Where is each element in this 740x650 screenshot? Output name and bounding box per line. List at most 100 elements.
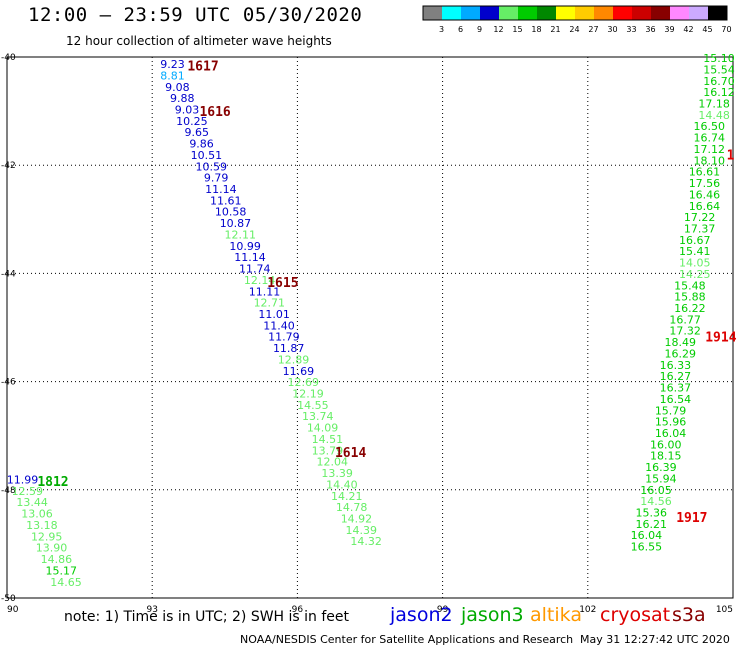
swh-data-label: 12.04 — [316, 456, 348, 469]
swh-data-label: 12.19 — [292, 388, 324, 401]
swh-data-label: 12.11 — [225, 228, 257, 241]
swh-data-label: 11.14 — [205, 183, 237, 196]
colorbar-label: 70 — [721, 25, 731, 34]
footer-note: note: 1) Time is in UTC; 2) SWH is in fe… — [64, 609, 350, 625]
y-tick-label: -48 — [1, 486, 16, 496]
swh-data-label: 13.74 — [302, 410, 334, 423]
swh-data-label: 17.56 — [689, 177, 721, 190]
swh-data-label: 14.32 — [350, 535, 382, 548]
colorbar-swatch — [632, 6, 651, 20]
colorbar-label: 24 — [569, 25, 579, 34]
colorbar-label: 15 — [512, 25, 522, 34]
swh-data-label: 15.96 — [655, 416, 687, 429]
colorbar-label: 12 — [493, 25, 503, 34]
colorbar-label: 9 — [477, 25, 482, 34]
x-tick-label: 99 — [437, 605, 449, 615]
swh-data-label: 11.79 — [268, 331, 300, 344]
swh-data-label: 9.88 — [170, 92, 195, 105]
swh-data-label: 12.69 — [287, 376, 319, 389]
swh-data-label: 10.58 — [215, 206, 247, 219]
y-tick-labels: -40 -42 -44 -46 -48 -50 — [1, 53, 16, 604]
swh-data-label: 14.25 — [679, 268, 711, 281]
swh-data-label: 15.88 — [674, 291, 706, 304]
swh-data-label: 16.39 — [645, 461, 677, 474]
swh-data-label: 14.51 — [312, 433, 344, 446]
colorbar-swatch — [442, 6, 461, 20]
colorbar-label: 18 — [531, 25, 541, 34]
x-tick-label: 105 — [716, 605, 733, 615]
colorbar-swatch — [594, 6, 613, 20]
swh-data-label: 16.77 — [669, 313, 701, 326]
swh-data-label: 18.49 — [664, 336, 696, 349]
swh-data-label: 11.14 — [234, 251, 266, 264]
y-tick-label: -40 — [1, 53, 16, 63]
x-tick-label: 102 — [579, 605, 596, 615]
swh-data-label: 16.27 — [660, 370, 692, 383]
legend-altika: altika — [530, 604, 582, 626]
swh-data-label: 16.55 — [631, 541, 663, 554]
swh-data-label: 14.48 — [698, 109, 730, 122]
swh-data-label: 14.09 — [307, 422, 339, 435]
pass-time-label: 1617 — [187, 60, 218, 75]
swh-data-label: 11.87 — [273, 342, 305, 355]
legend-s3a: s3a — [672, 604, 706, 626]
colorbar-label: 42 — [683, 25, 693, 34]
swh-data-label: 14.65 — [50, 576, 82, 589]
swh-data-label: 12.89 — [278, 353, 310, 366]
swh-data-label: 16.70 — [703, 75, 735, 88]
swh-data-label: 11.61 — [210, 194, 242, 207]
swh-data-label: 14.78 — [336, 501, 368, 514]
chart-title: 12:00 – 23:59 UTC 05/30/2020 — [28, 4, 363, 26]
swh-data-label: 16.74 — [694, 132, 726, 145]
swh-data-label: 16.33 — [660, 359, 692, 372]
grid-lines — [7, 57, 733, 598]
swh-data-label: 8.81 — [160, 69, 185, 82]
swh-data-label: 18.15 — [650, 450, 682, 463]
swh-data-label: 15.48 — [674, 279, 706, 292]
colorbar-label: 33 — [626, 25, 636, 34]
swh-data-label: 17.37 — [684, 222, 716, 235]
chart-subtitle: 12 hour collection of altimeter wave hei… — [66, 34, 332, 48]
swh-data-label: 16.21 — [635, 518, 667, 531]
swh-data-label: 17.32 — [669, 325, 701, 338]
colorbar-swatch — [689, 6, 708, 20]
swh-data-label: 10.87 — [220, 217, 252, 230]
legend-jason2: jason2 — [390, 604, 453, 626]
swh-data-label: 14.56 — [640, 495, 672, 508]
swh-data-label: 16.37 — [660, 382, 692, 395]
swh-data-label: 13.79 — [312, 444, 344, 457]
swh-data-label: 15.94 — [645, 472, 677, 485]
colorbar-label: 36 — [645, 25, 655, 34]
swh-data-label: 16.12 — [703, 86, 735, 99]
swh-data-label: 13.06 — [21, 508, 53, 521]
pass-time-label: 1 — [727, 148, 735, 163]
swh-data-label: 11.01 — [258, 308, 290, 321]
swh-data-label: 13.18 — [26, 519, 58, 532]
pass-time-label: 1812 — [37, 475, 68, 490]
y-tick-label: -44 — [1, 269, 16, 279]
swh-data-label: 13.39 — [321, 467, 353, 480]
swh-data-label: 16.61 — [689, 166, 721, 179]
swh-data-label: 12.59 — [12, 485, 44, 498]
legend-jason3: jason3 — [461, 604, 524, 626]
swh-data-label: 15.17 — [45, 564, 77, 577]
colorbar-swatch — [613, 6, 632, 20]
swh-data-label: 12.71 — [254, 297, 286, 310]
swh-data-label: 13.44 — [16, 496, 48, 509]
swh-data-label: 12.95 — [31, 530, 63, 543]
swh-data-label: 16.46 — [689, 188, 721, 201]
swh-data-label: 11.11 — [249, 285, 281, 298]
x-tick-label: 96 — [292, 605, 304, 615]
swh-data-label: 10.25 — [176, 115, 208, 128]
swh-data-label: 16.67 — [679, 234, 711, 247]
colorbar-swatch — [575, 6, 594, 20]
swh-data-label: 11.74 — [239, 263, 271, 276]
swh-data-label: 14.92 — [341, 512, 373, 525]
swh-data-label: 14.39 — [346, 524, 378, 537]
swh-data-label: 16.22 — [674, 302, 706, 315]
colorbar-swatch — [708, 6, 727, 20]
credit-line: NOAA/NESDIS Center for Satellite Applica… — [240, 633, 574, 646]
swh-data-label: 12.14 — [244, 274, 276, 287]
pass-time-label: 1917 — [676, 511, 707, 526]
